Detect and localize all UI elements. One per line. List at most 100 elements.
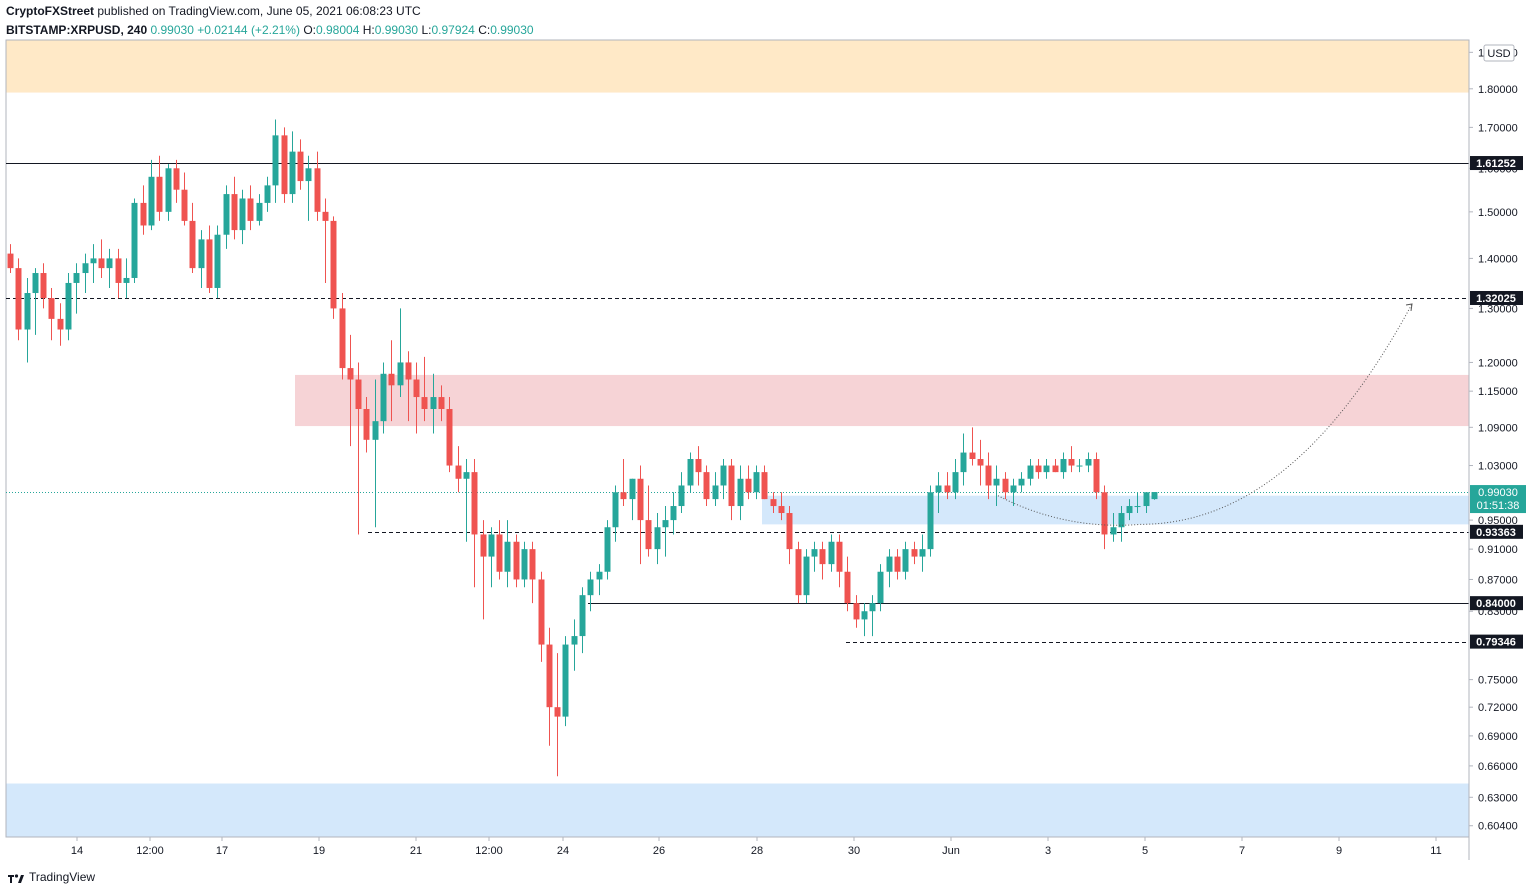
candle-body[interactable] <box>703 472 710 500</box>
candle-body[interactable] <box>1110 527 1117 535</box>
candle[interactable] <box>140 185 147 235</box>
candle-body[interactable] <box>438 397 445 409</box>
candle-body[interactable] <box>148 176 155 226</box>
candle-body[interactable] <box>745 478 752 493</box>
candle[interactable] <box>314 151 321 221</box>
candle-body[interactable] <box>778 506 785 514</box>
candle[interactable] <box>1010 478 1017 507</box>
candle[interactable] <box>32 268 39 335</box>
candle[interactable] <box>198 230 205 288</box>
candle-body[interactable] <box>579 595 586 637</box>
candle[interactable] <box>123 258 130 299</box>
candle-body[interactable] <box>662 520 669 528</box>
candle-body[interactable] <box>24 293 31 330</box>
candle[interactable] <box>770 492 777 514</box>
candle[interactable] <box>1126 499 1133 521</box>
candle[interactable] <box>1085 452 1092 473</box>
candle[interactable] <box>811 541 818 572</box>
candle-body[interactable] <box>969 452 976 460</box>
candle-body[interactable] <box>919 549 926 557</box>
candle-body[interactable] <box>844 571 851 604</box>
candle-body[interactable] <box>546 644 553 708</box>
candle[interactable] <box>612 485 619 542</box>
candle[interactable] <box>214 225 221 299</box>
candle[interactable] <box>645 485 652 557</box>
candle-body[interactable] <box>1052 465 1059 473</box>
candle[interactable] <box>819 541 826 580</box>
candle-body[interactable] <box>737 478 744 507</box>
candle-body[interactable] <box>1018 478 1025 486</box>
candles-layer[interactable] <box>7 119 1158 777</box>
candle[interactable] <box>662 506 669 557</box>
candle-body[interactable] <box>496 534 503 572</box>
candle-body[interactable] <box>1068 459 1075 466</box>
candle[interactable] <box>504 520 511 588</box>
candle[interactable] <box>1018 472 1025 493</box>
candle-body[interactable] <box>189 220 196 269</box>
candle-body[interactable] <box>637 478 644 521</box>
candle-body[interactable] <box>239 198 246 231</box>
candle[interactable] <box>239 189 246 245</box>
candle-body[interactable] <box>140 202 147 226</box>
candle[interactable] <box>761 465 768 500</box>
candle-body[interactable] <box>538 579 545 645</box>
candle[interactable] <box>1110 513 1117 542</box>
candle[interactable] <box>463 459 470 542</box>
candle[interactable] <box>886 549 893 588</box>
candle[interactable] <box>181 172 188 226</box>
candle[interactable] <box>521 541 528 588</box>
candle-body[interactable] <box>289 151 296 195</box>
candle-body[interactable] <box>305 168 312 182</box>
candle[interactable] <box>438 385 445 422</box>
candle[interactable] <box>231 176 238 240</box>
candle[interactable] <box>24 277 31 363</box>
candle[interactable] <box>413 362 420 434</box>
candle-body[interactable] <box>1143 492 1150 507</box>
candle[interactable] <box>247 185 254 231</box>
candle[interactable] <box>587 571 594 612</box>
candle-body[interactable] <box>1093 459 1100 493</box>
candle[interactable] <box>115 248 122 299</box>
candle[interactable] <box>421 356 428 422</box>
candle[interactable] <box>256 194 263 226</box>
candle-body[interactable] <box>521 549 528 580</box>
candle-body[interactable] <box>886 556 893 572</box>
candle-body[interactable] <box>571 636 578 645</box>
candle-body[interactable] <box>562 644 569 717</box>
candle[interactable] <box>828 534 835 572</box>
candle-body[interactable] <box>156 176 163 212</box>
candle[interactable] <box>786 506 793 565</box>
candle-body[interactable] <box>836 541 843 572</box>
candle[interactable] <box>496 520 503 580</box>
candle-body[interactable] <box>927 492 934 550</box>
candle[interactable] <box>1043 459 1050 479</box>
candle[interactable] <box>1068 446 1075 473</box>
candle[interactable] <box>347 334 354 447</box>
candle-body[interactable] <box>828 541 835 565</box>
candle[interactable] <box>877 564 884 612</box>
candle[interactable] <box>985 452 992 500</box>
candle-body[interactable] <box>173 168 180 190</box>
candle[interactable] <box>339 293 346 380</box>
candle-body[interactable] <box>347 368 354 380</box>
candle-body[interactable] <box>670 506 677 521</box>
candle-body[interactable] <box>902 549 909 572</box>
candle[interactable] <box>40 263 47 309</box>
candle[interactable] <box>7 244 14 274</box>
candle[interactable] <box>803 549 810 604</box>
candle[interactable] <box>1093 452 1100 500</box>
candle[interactable] <box>977 439 984 486</box>
candle[interactable] <box>546 627 553 746</box>
candle[interactable] <box>446 397 453 473</box>
candle[interactable] <box>944 472 951 500</box>
candle[interactable] <box>861 603 868 637</box>
candle-body[interactable] <box>935 485 942 493</box>
candle[interactable] <box>919 534 926 572</box>
candle[interactable] <box>455 446 462 493</box>
candle-body[interactable] <box>446 408 453 466</box>
time-axis[interactable]: 14 12:00 17 19 21 12:00 24 26 28 30 Jun 3 5 7 9 11 <box>71 837 1442 857</box>
candle[interactable] <box>372 379 379 528</box>
candle-body[interactable] <box>712 485 719 500</box>
candle[interactable] <box>131 198 138 283</box>
